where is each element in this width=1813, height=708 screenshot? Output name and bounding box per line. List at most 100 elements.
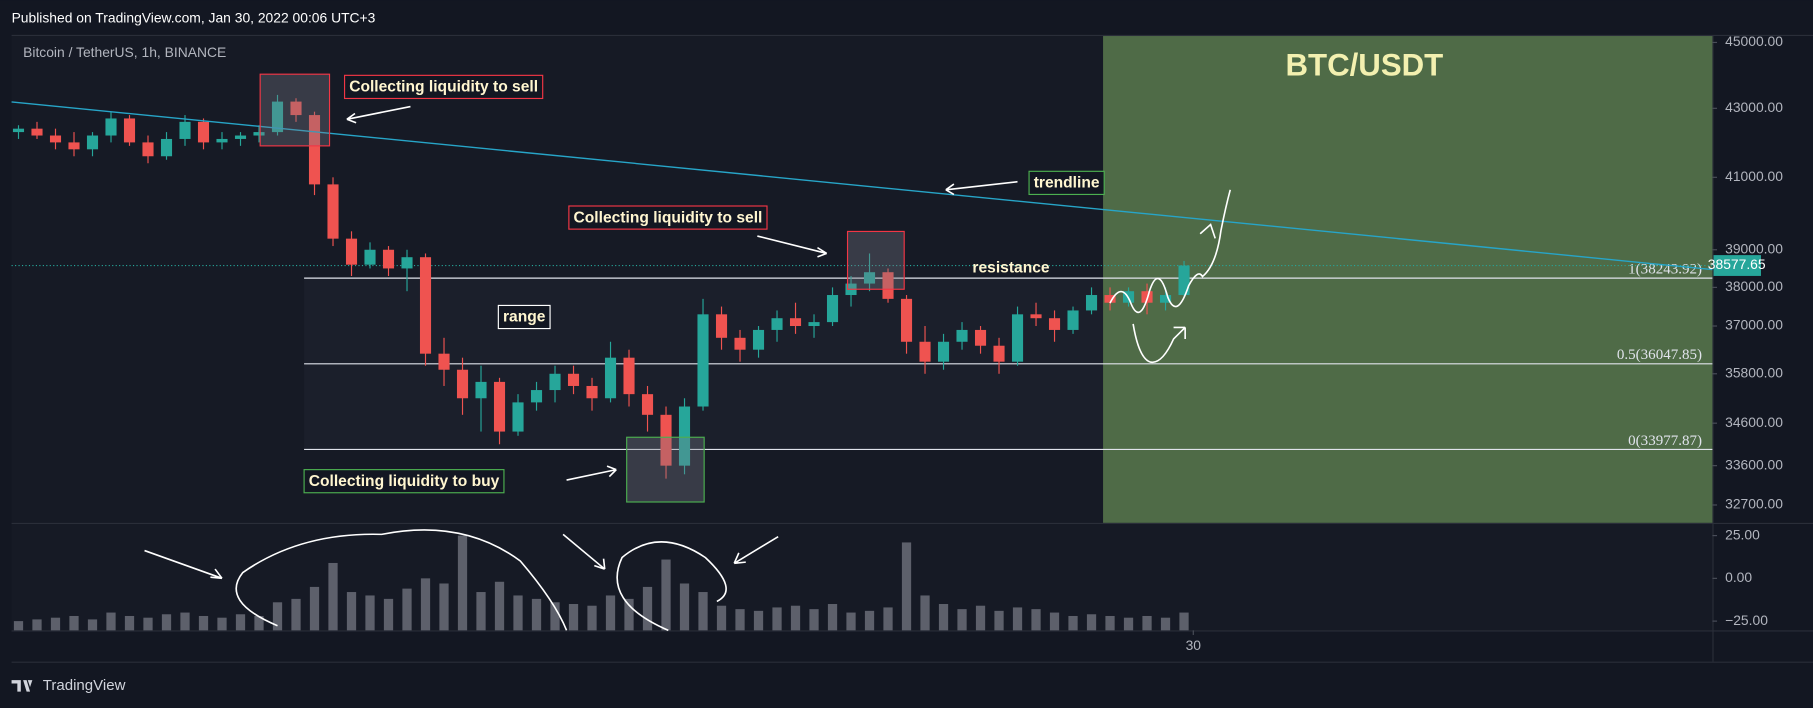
fib-label: 0(33977.87) [1628, 433, 1702, 449]
volume-bar [32, 619, 42, 631]
volume-bar [1031, 609, 1041, 631]
candle-body [382, 249, 395, 269]
trendline [11, 101, 1713, 271]
volume-bar [420, 578, 431, 631]
annotation-box [497, 304, 551, 330]
volume-bar [439, 583, 449, 631]
y-tick-label: 0.00 [1725, 569, 1752, 585]
volume-bar [198, 615, 209, 631]
candle-body [530, 390, 543, 403]
volume-bar [106, 612, 116, 631]
volume-bar [1086, 614, 1097, 631]
volume-bar [698, 592, 708, 631]
annotation: Collecting liquidity to sell [349, 79, 538, 96]
y-tick-label: 45000.00 [1725, 33, 1783, 49]
volume-bar [1105, 615, 1115, 631]
sketch-curve [616, 541, 727, 632]
volume-bar [217, 617, 227, 631]
candle-body [438, 353, 450, 370]
volume-bar [605, 595, 616, 631]
candle-body [956, 329, 968, 342]
candle-body [660, 414, 672, 466]
last-price-tag [1713, 255, 1761, 276]
candle-body [123, 118, 136, 143]
candle-body [808, 322, 820, 327]
arrow [1132, 323, 1186, 364]
published-note: Published on TradingView.com, Jan 30, 20… [12, 9, 376, 25]
volume-bar [957, 609, 967, 631]
volume-bar [1142, 615, 1152, 631]
logo [11, 680, 33, 692]
y-tick-label: 38000.00 [1725, 278, 1783, 294]
volume-bar [1123, 617, 1134, 631]
candle-body [771, 318, 783, 330]
candle-body [993, 345, 1005, 362]
volume-bar [143, 617, 153, 631]
candle-body [1178, 265, 1190, 296]
candle-body [327, 184, 339, 239]
candle-body [863, 272, 876, 284]
candle-body [586, 385, 598, 399]
candle-body [882, 272, 894, 299]
liquidity-box [626, 436, 705, 503]
annotation-box [343, 74, 544, 100]
annotation-box [303, 469, 505, 494]
volume-bar [254, 615, 264, 631]
volume-bar [161, 614, 172, 631]
logo-mark [11, 680, 33, 692]
candle-body [789, 318, 802, 327]
volume-bar [1068, 615, 1078, 631]
volume-bar [69, 615, 79, 631]
drawings [144, 105, 1232, 632]
volume-bar [883, 607, 893, 631]
candle-body [419, 257, 432, 354]
volume-bar [87, 619, 98, 631]
candle-body [142, 142, 154, 157]
volume-bar [679, 583, 690, 631]
candle-body [549, 373, 561, 391]
candle-body [401, 257, 413, 269]
candle-body [197, 121, 210, 143]
candle-body [697, 314, 709, 407]
volume-bar [494, 581, 505, 631]
volume-bar [994, 610, 1004, 631]
arrow [144, 549, 223, 580]
sketch-curve [235, 529, 568, 631]
volume-bar [809, 609, 819, 631]
candle-body [345, 238, 358, 265]
candle-body [179, 121, 191, 139]
arrow [346, 105, 411, 124]
y-tick-label: 39000.00 [1725, 240, 1783, 256]
volume-bar [457, 535, 468, 631]
candle-body [86, 135, 99, 150]
volume-bar [901, 542, 912, 631]
volume-bar [550, 602, 560, 631]
candle-body [290, 101, 302, 116]
candle-body [1104, 295, 1116, 303]
chart-layer: 45000.00 43000.00 41000.00 39000.00 38000.00… [11, 33, 1783, 653]
candle-body [456, 369, 469, 399]
volume-bar [402, 588, 412, 631]
chart-title: BTC/USDT [1286, 48, 1444, 83]
arrow [562, 533, 606, 570]
y-tick-label: 33600.00 [1725, 456, 1783, 472]
annotation: Collecting liquidity to buy [309, 473, 500, 490]
annotation: resistance [972, 260, 1049, 277]
last-price-label: 38577.65 [1708, 256, 1766, 272]
volume-bar [864, 610, 875, 631]
candle-body [1011, 314, 1024, 362]
candle-body [253, 132, 265, 136]
volume-bar [1049, 612, 1060, 631]
volume-bar [772, 607, 782, 631]
annotation: range [503, 309, 546, 326]
candle-body [234, 135, 247, 139]
candle-body [1085, 295, 1098, 311]
candle-body [752, 329, 765, 350]
candle-body [678, 406, 691, 466]
y-tick-label: 34600.00 [1725, 414, 1783, 430]
arrow [1199, 223, 1216, 239]
volume-bar [827, 604, 838, 631]
volume-bar [124, 615, 135, 631]
y-tick-label: 35800.00 [1725, 364, 1783, 380]
